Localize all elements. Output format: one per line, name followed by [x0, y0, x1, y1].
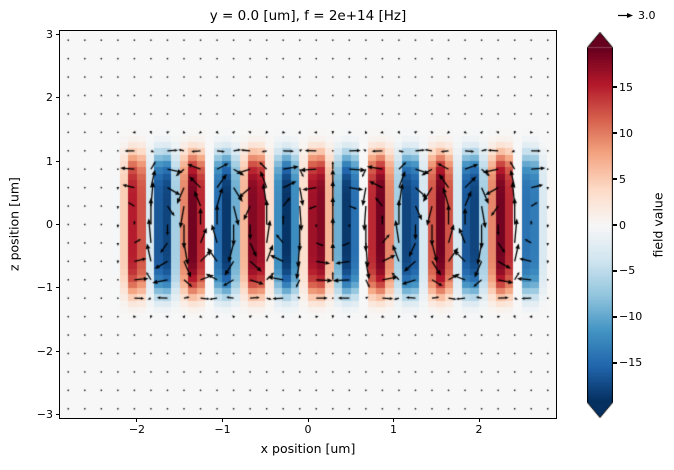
colorbar-tick-label: 10 — [619, 126, 633, 140]
x-tick-label: −2 — [128, 423, 146, 436]
colorbar-tick-mark — [613, 362, 617, 364]
colorbar-tick-mark — [613, 132, 617, 134]
x-tick-mark — [136, 418, 138, 422]
colorbar-tick-mark — [613, 316, 617, 318]
y-tick-label: −2 — [36, 344, 53, 358]
x-tick-mark — [393, 418, 395, 422]
colorbar-tick-mark — [613, 178, 617, 180]
colorbar-gradient-canvas — [587, 32, 613, 418]
y-tick-label: 1 — [46, 154, 53, 168]
y-tick-label: −1 — [36, 281, 53, 295]
colorbar-tick-label: −15 — [619, 356, 643, 370]
x-axis-label: x position [um] — [260, 441, 356, 456]
colorbar-label: field value — [650, 192, 666, 258]
colorbar-tick-label: 0 — [619, 218, 626, 232]
y-tick-mark — [55, 287, 59, 289]
x-tick-label: 0 — [304, 423, 312, 436]
y-tick-label: 2 — [46, 91, 53, 105]
colorbar-tick-label: −10 — [619, 310, 643, 324]
x-tick-label: 1 — [390, 423, 398, 436]
y-tick-mark — [55, 350, 59, 352]
colorbar — [587, 32, 613, 422]
quiver-key: 3.0 — [618, 9, 656, 22]
y-tick-label: 0 — [46, 218, 53, 231]
colorbar-tick-label: 15 — [619, 80, 633, 94]
y-axis-label: z position [um] — [6, 177, 22, 271]
x-tick-mark — [221, 418, 223, 422]
y-tick-label: 3 — [46, 27, 53, 41]
y-tick-mark — [55, 160, 59, 162]
colorbar-tick-mark — [613, 86, 617, 88]
x-tick-mark — [478, 418, 480, 422]
colorbar-tick-mark — [613, 224, 617, 226]
field-heatmap-canvas — [60, 31, 556, 418]
y-tick-mark — [55, 224, 59, 225]
quiver-key-arrow-icon — [618, 13, 633, 18]
y-tick-mark — [55, 414, 59, 416]
colorbar-tick-label: −5 — [619, 264, 636, 278]
x-tick-mark — [307, 418, 309, 422]
colorbar-tick-label: 5 — [619, 172, 626, 186]
colorbar-tick-mark — [613, 270, 617, 272]
plot-title: y = 0.0 [um], f = 2e+14 [Hz] — [209, 8, 407, 24]
x-tick-label: 2 — [475, 423, 483, 436]
y-tick-mark — [55, 97, 59, 99]
y-tick-label: −3 — [36, 408, 53, 422]
x-tick-label: −1 — [214, 423, 231, 436]
quiver-key-label: 3.0 — [638, 9, 656, 22]
plot-axes — [59, 30, 557, 419]
y-tick-mark — [55, 33, 59, 35]
